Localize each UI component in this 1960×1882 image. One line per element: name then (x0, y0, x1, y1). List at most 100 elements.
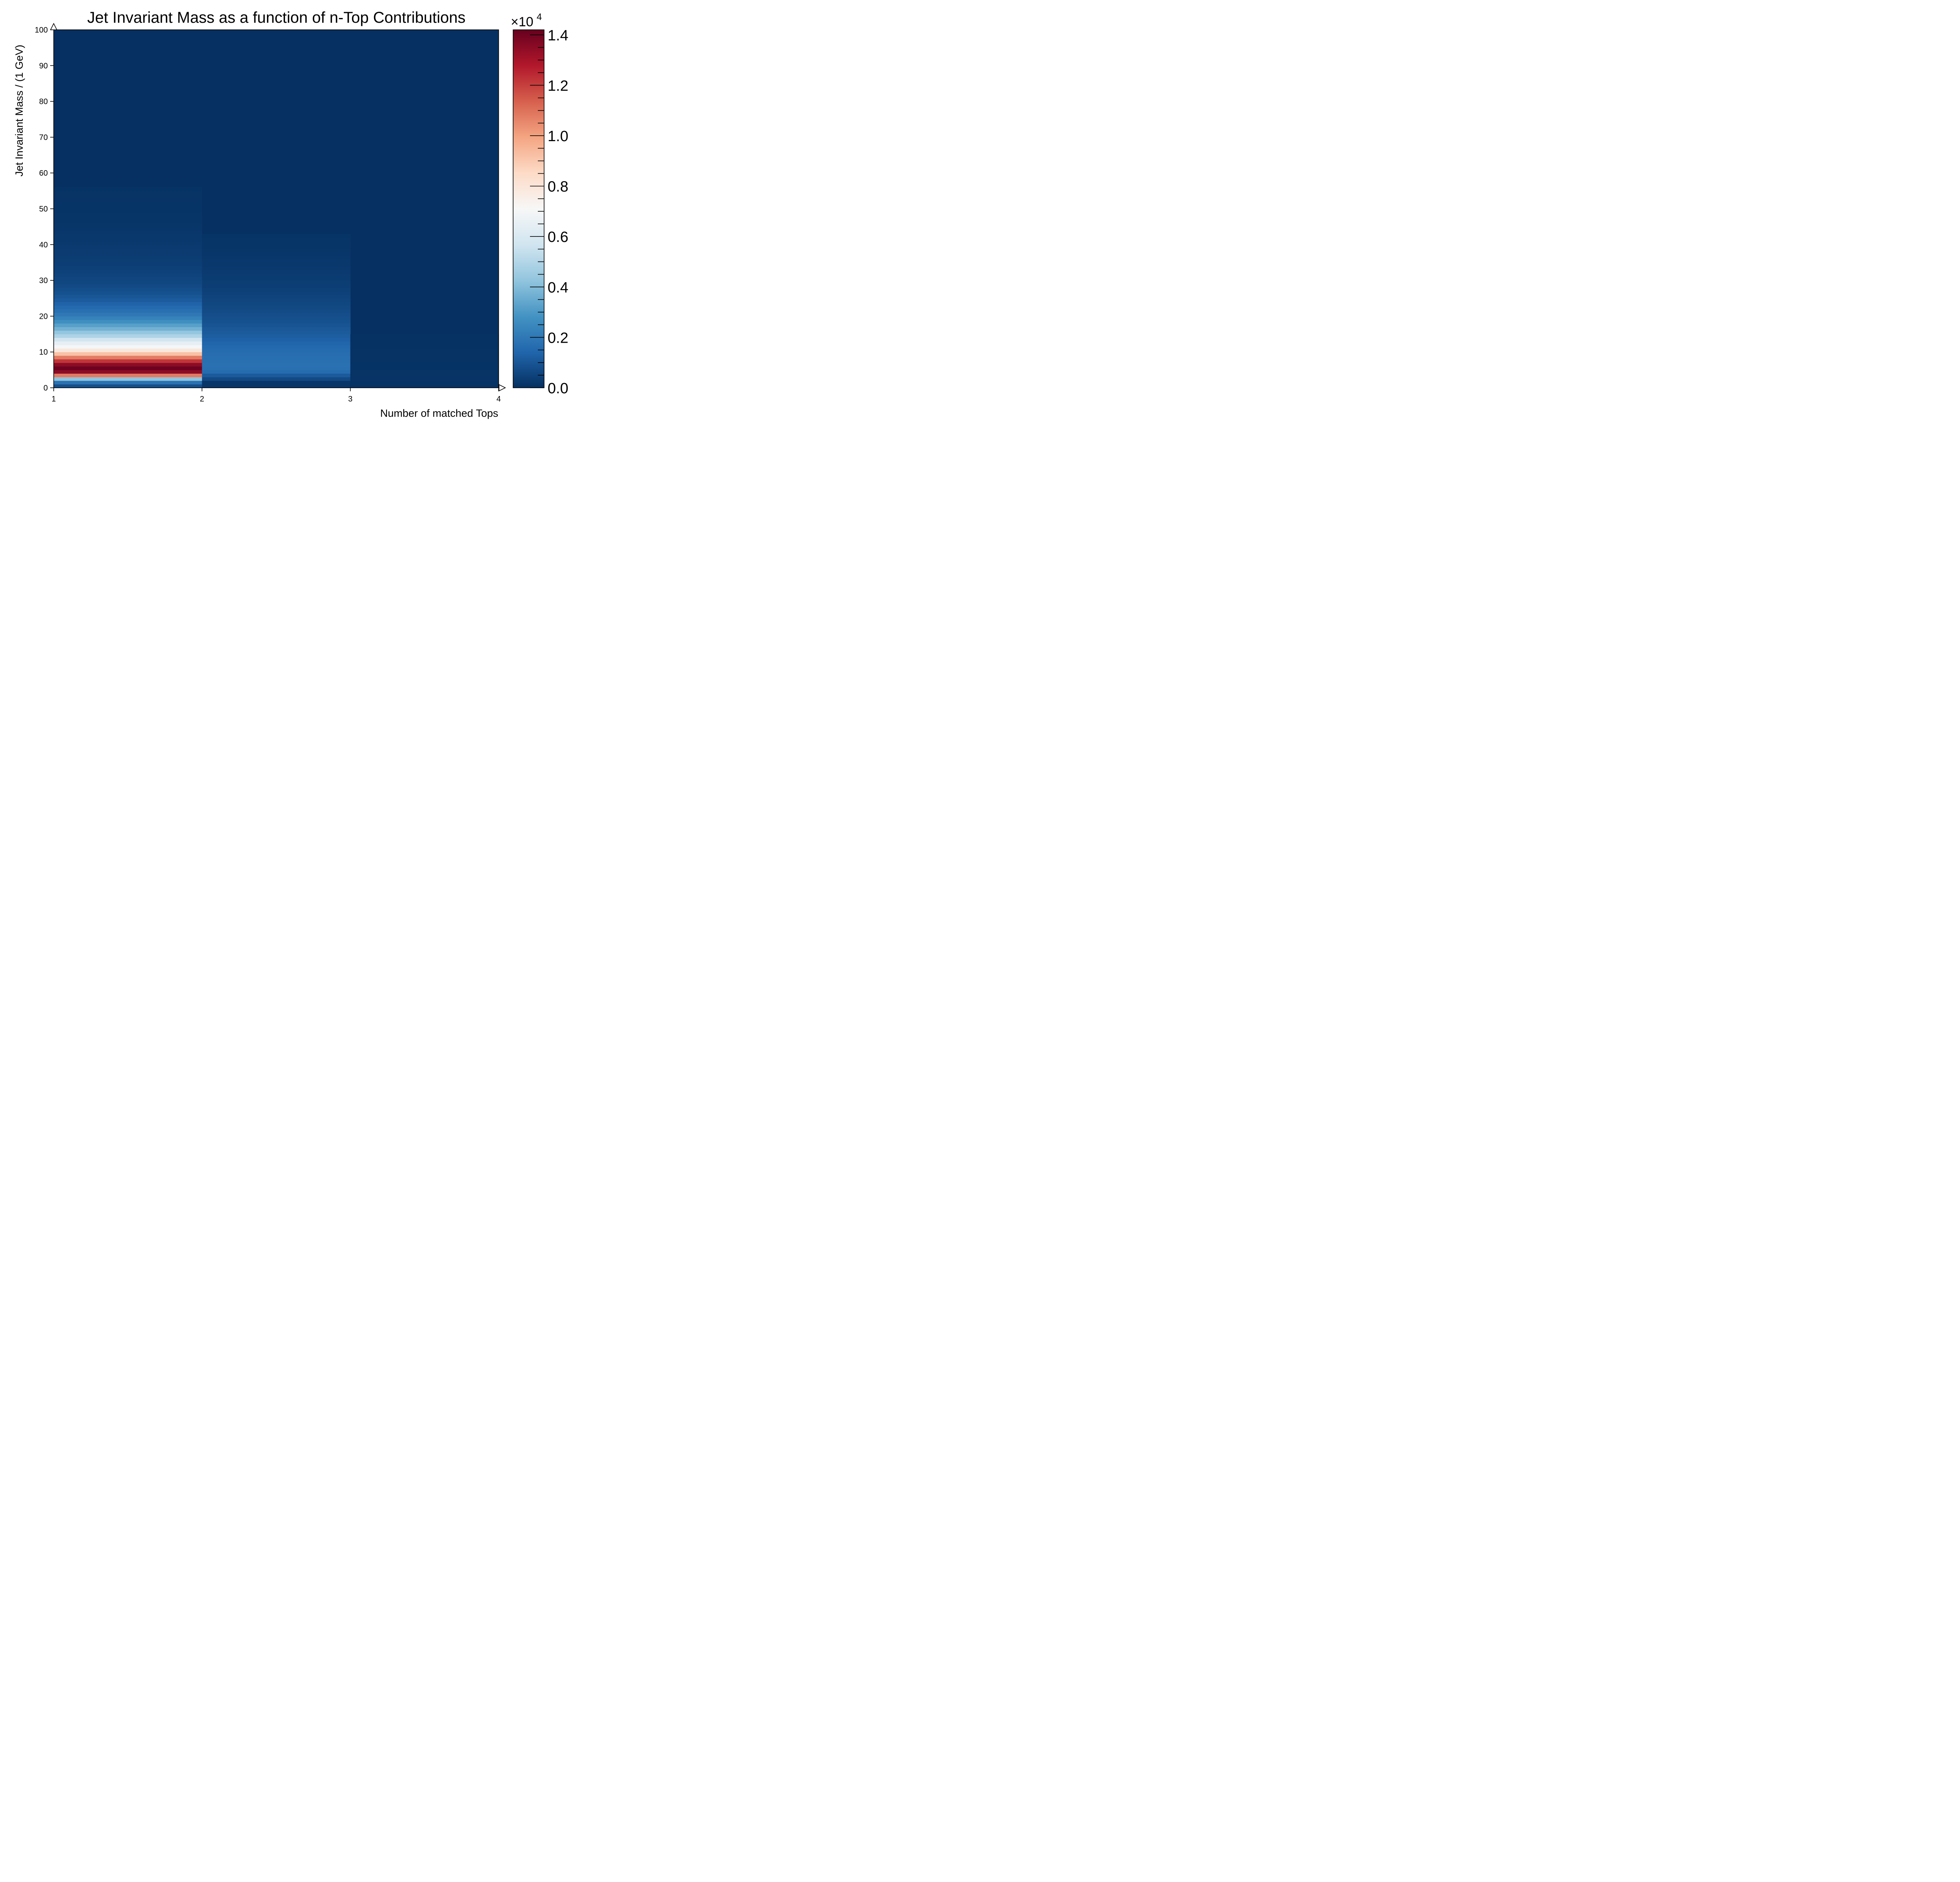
y-tick-label: 10 (39, 348, 48, 357)
heatmap-cell (202, 252, 351, 256)
heatmap-cell (54, 320, 202, 324)
heatmap-cell (202, 298, 351, 302)
heatmap-cell (350, 348, 499, 352)
heatmap-cell (202, 373, 351, 378)
heatmap-cell (202, 291, 351, 295)
heatmap-cell (54, 255, 202, 259)
heatmap-cell (202, 237, 351, 242)
heatmap-cell (202, 273, 351, 277)
colorbar-tick-label: 1.4 (548, 27, 568, 44)
heatmap-cell (54, 377, 202, 381)
heatmap-cell (350, 384, 499, 388)
chart-container: Jet Invariant Mass as a function of n-To… (0, 0, 615, 431)
heatmap-cell (54, 291, 202, 295)
heatmap-cell (202, 309, 351, 313)
heatmap-cell (202, 294, 351, 299)
heatmap-chart: Jet Invariant Mass as a function of n-To… (13, 9, 568, 419)
heatmap-cell (54, 363, 202, 367)
y-tick-label: 90 (39, 62, 48, 70)
heatmap-cell (54, 209, 202, 213)
heatmap-cell (54, 244, 202, 249)
heatmap-cell (202, 241, 351, 245)
heatmap-cell (54, 202, 202, 205)
heatmap-cell (54, 234, 202, 238)
y-tick-label: 70 (39, 133, 48, 142)
heatmap-cell (202, 355, 351, 360)
heatmap-cell (202, 284, 351, 288)
heatmap-cell (202, 341, 351, 345)
heatmap-cell (54, 370, 202, 374)
heatmap-cell (54, 219, 202, 223)
heatmap-cell (54, 276, 202, 281)
heatmap-cell (202, 287, 351, 292)
heatmap-cell (54, 269, 202, 274)
heatmap-cell (54, 266, 202, 270)
heatmap-cell (54, 216, 202, 220)
colorbar-tick-label: 0.0 (548, 380, 568, 397)
heatmap-cell (202, 312, 351, 316)
y-tick-label: 40 (39, 241, 48, 249)
heatmap-cell (350, 359, 499, 363)
heatmap-cell (54, 227, 202, 231)
heatmap-cell (54, 187, 202, 191)
heatmap-cell (202, 280, 351, 284)
x-tick-label: 1 (51, 395, 56, 403)
heatmap-cell (54, 287, 202, 292)
heatmap-cell (54, 366, 202, 370)
heatmap-cell (202, 345, 351, 349)
heatmap-cell (54, 338, 202, 342)
heatmap-cell (202, 363, 351, 367)
colorbar-tick-label: 0.6 (548, 229, 568, 245)
heatmap-cell (54, 230, 202, 234)
heatmap-cell (54, 302, 202, 306)
y-axis-label: Jet Invariant Mass / (1 GeV) (13, 45, 25, 176)
heatmap-cell (54, 273, 202, 277)
heatmap-cell (202, 244, 351, 249)
heatmap-cell (202, 338, 351, 342)
colorbar-multiplier-exponent: 4 (537, 12, 542, 22)
heatmap-cell (202, 380, 351, 385)
x-axis-label: Number of matched Tops (380, 407, 498, 419)
heatmap-cell (350, 377, 499, 381)
heatmap-cell (350, 338, 499, 342)
y-tick-label: 100 (35, 26, 48, 35)
colorbar (513, 29, 544, 388)
heatmap-cell (54, 359, 202, 363)
heatmap-cells (54, 30, 499, 388)
heatmap-cell (202, 320, 351, 324)
x-axis-arrow (499, 384, 506, 392)
heatmap-cell (54, 223, 202, 227)
x-tick-label: 2 (200, 395, 204, 403)
heatmap-cell (54, 248, 202, 252)
y-tick-label: 20 (39, 312, 48, 321)
heatmap-cell (54, 198, 202, 202)
heatmap-cell (54, 252, 202, 256)
heatmap-cell (202, 327, 351, 331)
heatmap-cell (202, 334, 351, 338)
heatmap-cell (54, 294, 202, 299)
colorbar-multiplier-base: ×10 (511, 15, 534, 29)
y-tick-label: 30 (39, 276, 48, 285)
heatmap-cell (350, 352, 499, 356)
heatmap-cell (54, 284, 202, 288)
y-tick-label: 80 (39, 98, 48, 106)
heatmap-cell (54, 212, 202, 216)
heatmap-cell (202, 259, 351, 263)
heatmap-cell (54, 330, 202, 334)
heatmap-cell (54, 355, 202, 360)
heatmap-cell (202, 248, 351, 252)
y-tick-label: 0 (44, 384, 48, 392)
heatmap-cell (202, 359, 351, 363)
y-axis-ticks: 0 10 20 30 40 50 60 70 80 90 100 (35, 26, 54, 392)
heatmap-cell (350, 355, 499, 360)
heatmap-cell (202, 255, 351, 259)
heatmap-cell (350, 363, 499, 367)
heatmap-cell (54, 298, 202, 302)
heatmap-cell (202, 262, 351, 267)
heatmap-cell (350, 334, 499, 338)
heatmap-cell (54, 384, 202, 388)
heatmap-cell (54, 316, 202, 320)
heatmap-cell (54, 341, 202, 345)
heatmap-cell (54, 348, 202, 352)
heatmap-cell (350, 373, 499, 378)
